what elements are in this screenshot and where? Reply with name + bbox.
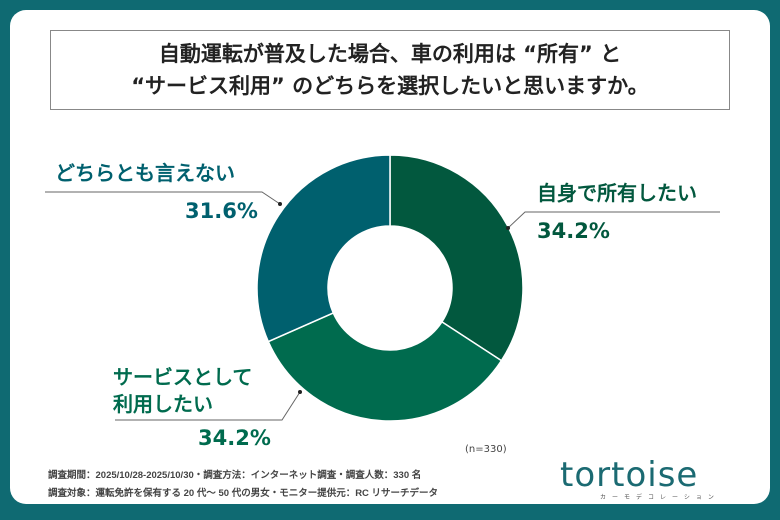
leader-lines: [45, 191, 720, 421]
tortoise-logo: tortoise: [560, 456, 698, 494]
leader-dots: [278, 202, 510, 394]
pct-neither: 31.6%: [185, 199, 258, 223]
title-line1: 自動運転が普及した場合、車の利用は “所有” と: [158, 42, 622, 66]
label-service-1: サービスとして: [113, 365, 253, 389]
sample-size: (n=330): [465, 444, 507, 455]
pct-service: 34.2%: [198, 426, 271, 450]
title-line2: “サービス利用” のどちらを選択したいと思いますか。: [131, 74, 649, 98]
footer-line2: 調査対象：運転免許を保有する 20 代～ 50 代の男女・モニター提供元：RC …: [48, 488, 439, 499]
label-neither: どちらとも言えない: [55, 161, 235, 185]
logo-text: tortoise: [560, 455, 699, 495]
slice-1: [267, 311, 503, 422]
pct-own: 34.2%: [537, 219, 610, 243]
logo-subtitle: カーモデコレーション: [600, 494, 720, 501]
label-own: 自身で所有したい: [537, 181, 697, 205]
label-service-2: 利用したい: [113, 392, 213, 416]
slice-0: [389, 154, 524, 362]
slice-2: [256, 154, 391, 343]
footer-line1: 調査期間：2025/10/28-2025/10/30・調査方法：インターネット調…: [48, 470, 422, 481]
chart-title: 自動運転が普及した場合、車の利用は “所有” と “サービス利用” のどちらを選…: [50, 30, 730, 110]
